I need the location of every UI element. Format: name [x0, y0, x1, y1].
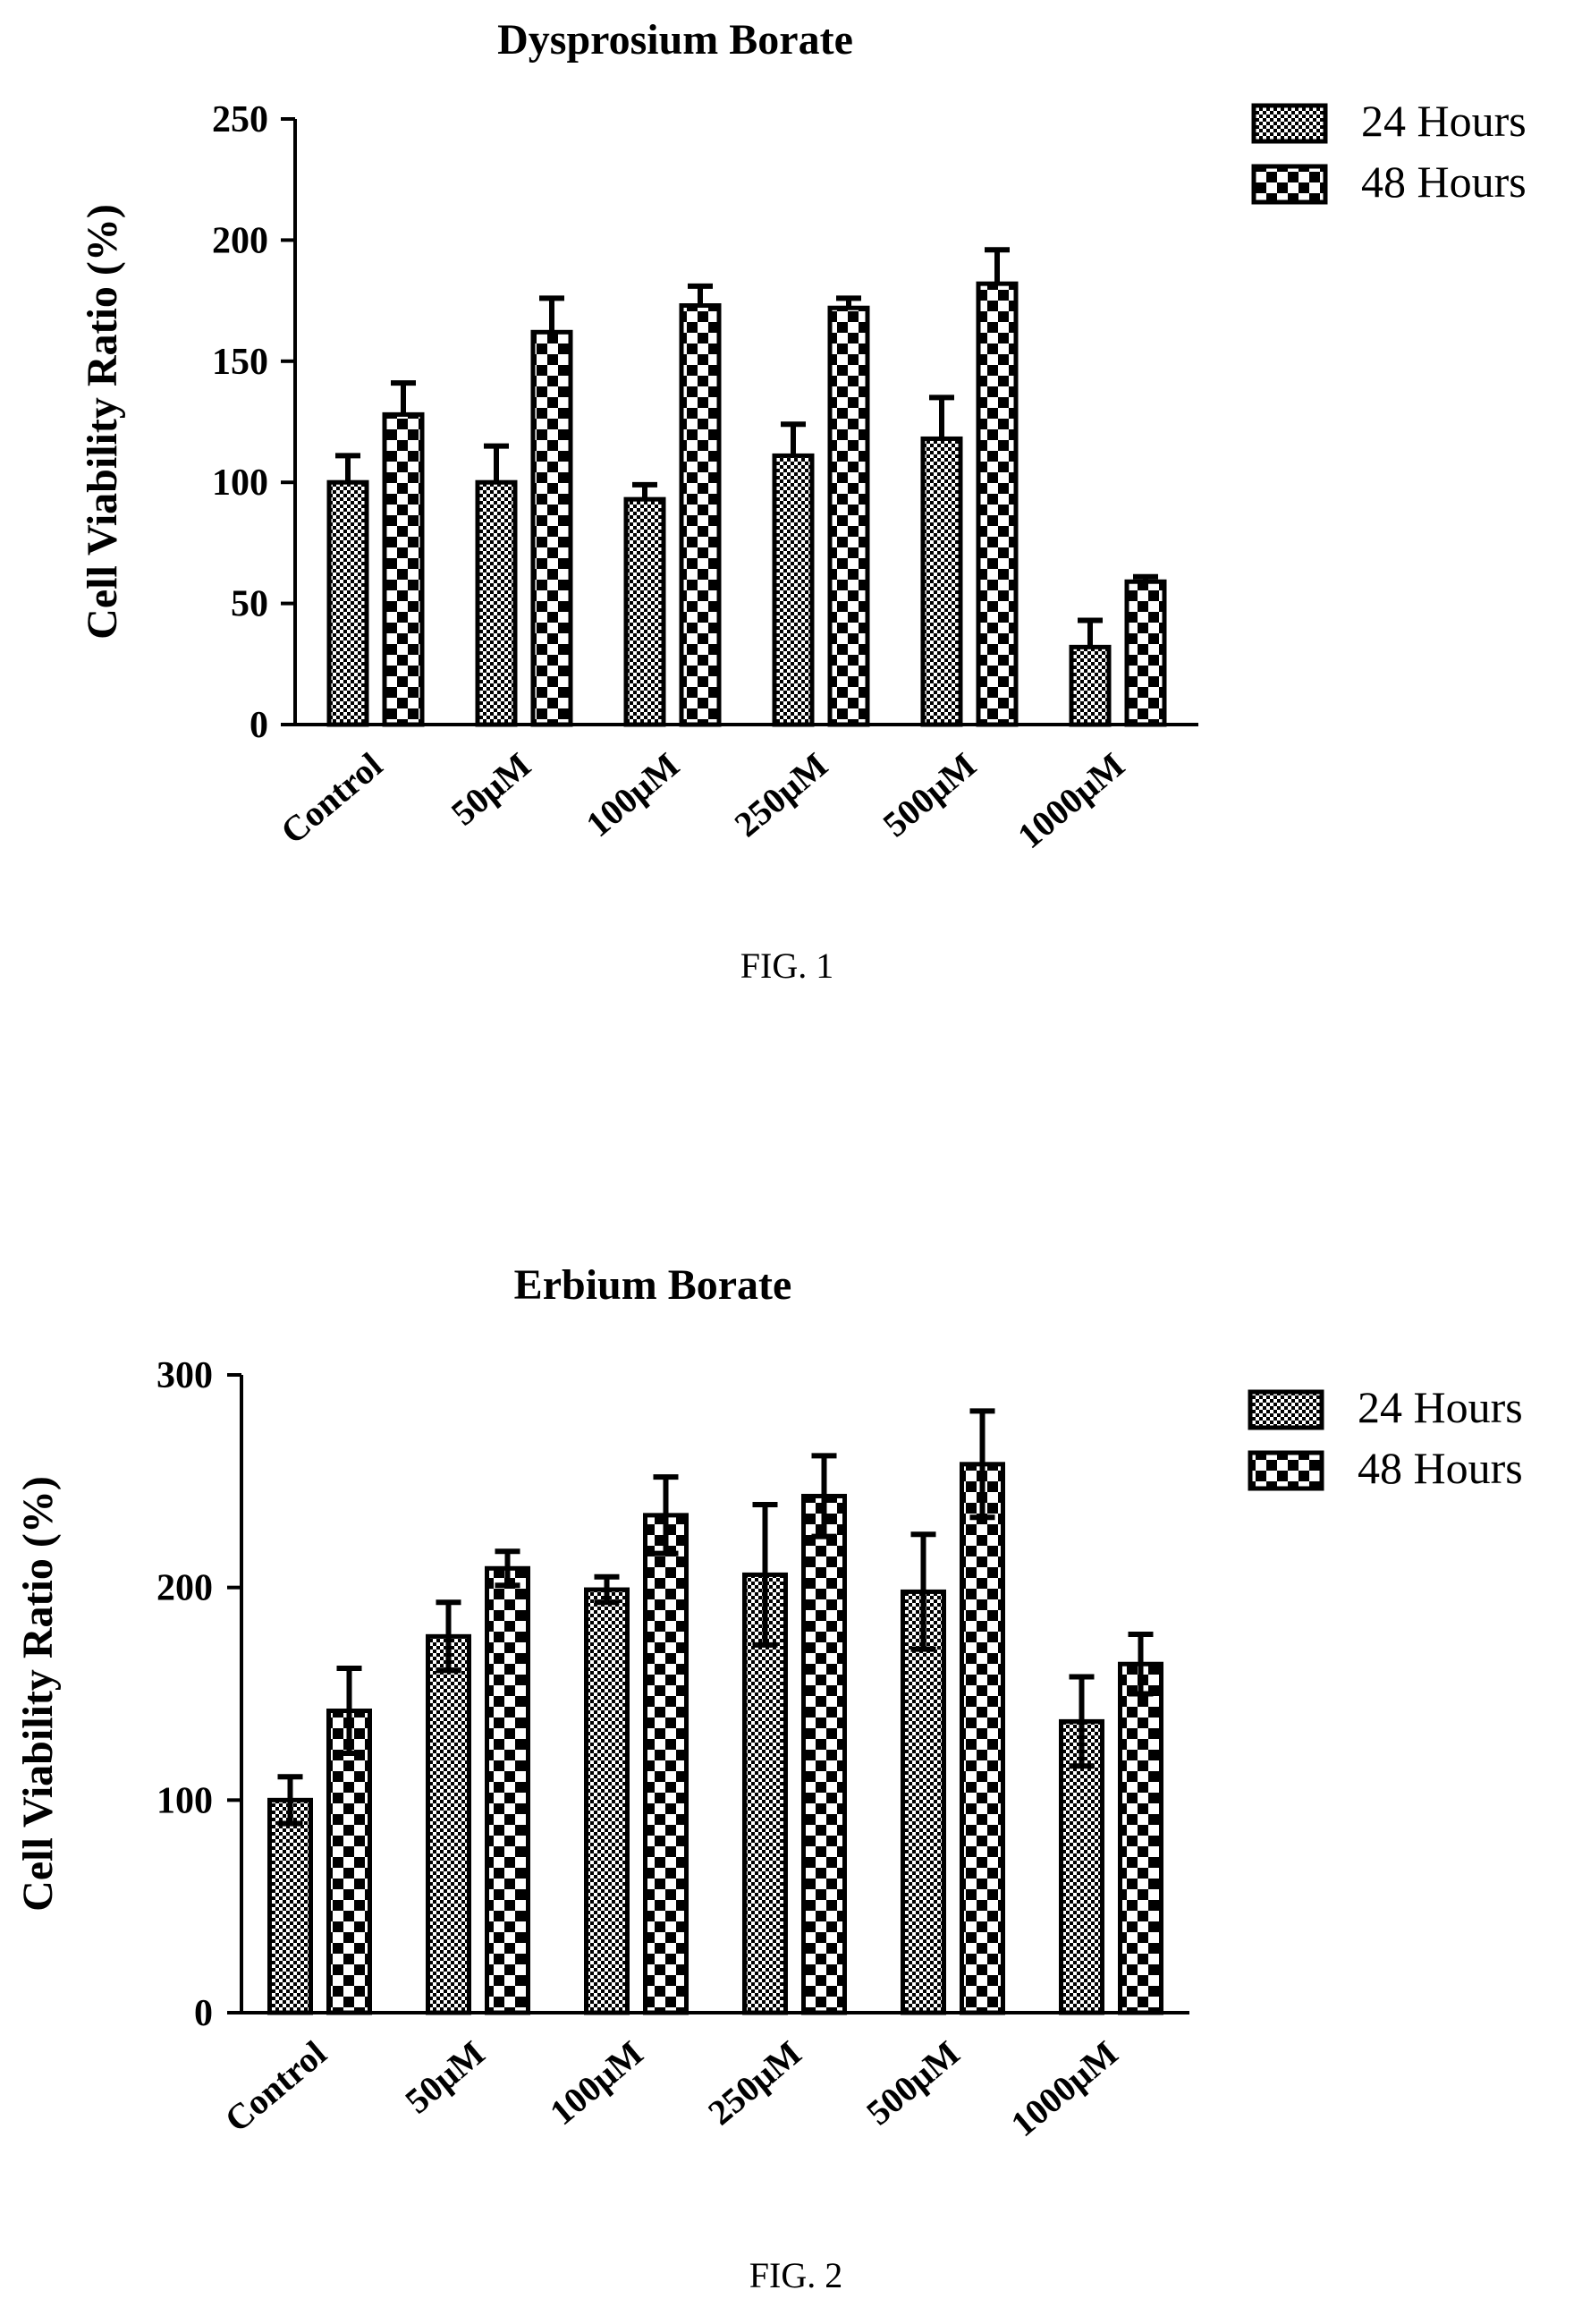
x-category-label: 250μM	[727, 744, 835, 844]
bar-24h	[901, 1589, 946, 2015]
x-category-label: Control	[217, 2032, 334, 2140]
bar-24h	[475, 479, 518, 727]
bar-48h	[643, 1513, 689, 2015]
x-category-label: 50μM	[397, 2032, 492, 2121]
y-axis-label: Cell Viability Ratio (%)	[79, 204, 126, 640]
bar-48h	[1124, 579, 1167, 727]
legend-swatch-24h	[1251, 103, 1328, 144]
bar-48h	[485, 1565, 530, 2015]
bar-24h	[623, 496, 666, 727]
y-tick-label: 100	[212, 462, 268, 504]
x-category-label: 500μM	[876, 744, 984, 844]
bar-48h	[326, 1709, 372, 2015]
y-tick-label: 300	[157, 1355, 213, 1396]
bar-48h	[679, 303, 722, 727]
chart-title: Dysprosium Borate	[497, 16, 853, 64]
legend-swatch-48h	[1251, 164, 1328, 205]
bar-48h	[827, 305, 870, 727]
bar-24h	[426, 1633, 471, 2015]
y-tick-label: 0	[194, 1993, 213, 2034]
legend-label: 48 Hours	[1361, 157, 1527, 207]
figure-caption: FIG. 1	[740, 946, 833, 986]
bar-24h	[1069, 644, 1112, 727]
x-category-label: 50μM	[444, 744, 538, 833]
x-category-label: 250μM	[700, 2032, 808, 2133]
bar-24h	[267, 1797, 313, 2015]
legend-label: 24 Hours	[1358, 1382, 1523, 1432]
x-category-label: 100μM	[542, 2032, 650, 2133]
bar-24h	[584, 1587, 630, 2015]
y-tick-label: 200	[212, 220, 268, 261]
bar-48h	[976, 281, 1019, 727]
legend-label: 48 Hours	[1358, 1443, 1523, 1493]
y-tick-label: 200	[157, 1568, 213, 1609]
y-axis-label: Cell Viability Ratio (%)	[14, 1476, 62, 1912]
x-category-label: 1000μM	[1010, 744, 1132, 856]
bar-24h	[326, 479, 369, 727]
chart-title: Erbium Borate	[514, 1261, 792, 1309]
bar-48h	[1118, 1661, 1163, 2015]
y-tick-label: 0	[250, 705, 268, 746]
bar-24h	[920, 436, 963, 727]
x-category-label: Control	[273, 744, 390, 852]
legend-swatch-48h	[1248, 1450, 1324, 1491]
bar-48h	[960, 1462, 1005, 2015]
x-category-label: 500μM	[859, 2032, 967, 2133]
bar-24h	[1059, 1718, 1104, 2015]
bar-24h	[772, 453, 815, 727]
legend-swatch-24h	[1248, 1389, 1324, 1430]
x-category-label: 1000μM	[1003, 2032, 1126, 2144]
bar-48h	[382, 411, 425, 727]
erbium-borate-chart: Erbium Borate Cell Viability Ratio (%) 0 10…	[14, 1261, 1523, 2295]
y-tick-label: 50	[231, 584, 268, 625]
y-tick-label: 250	[212, 99, 268, 140]
y-tick-label: 150	[212, 342, 268, 383]
x-category-label: 100μM	[579, 744, 687, 844]
bar-48h	[530, 329, 573, 727]
bar-24h	[742, 1572, 788, 2015]
dysprosium-borate-chart: Dysprosium Borate Cell Viability Ratio (%…	[79, 16, 1527, 986]
bar-48h	[801, 1493, 847, 2015]
figure-caption: FIG. 2	[749, 2255, 842, 2295]
y-tick-label: 100	[157, 1780, 213, 1821]
legend-label: 24 Hours	[1361, 96, 1527, 146]
